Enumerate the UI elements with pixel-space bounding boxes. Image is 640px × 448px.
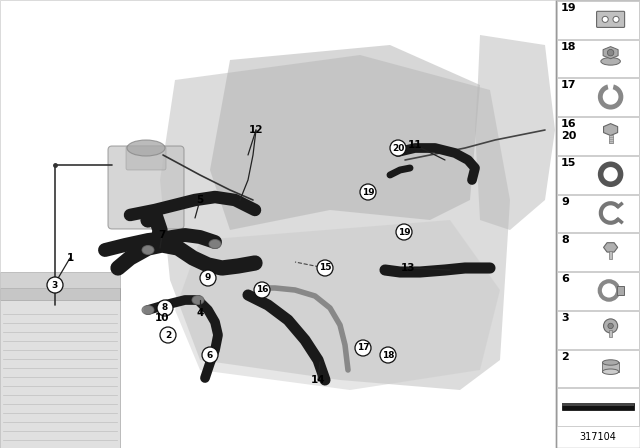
Ellipse shape (192, 296, 204, 305)
Text: 9: 9 (205, 273, 211, 283)
FancyBboxPatch shape (108, 146, 184, 229)
Text: 10: 10 (155, 313, 169, 323)
Text: 12: 12 (249, 125, 263, 135)
Text: 17: 17 (356, 344, 369, 353)
Bar (0, 0, 556, 448)
Circle shape (613, 16, 619, 22)
Text: 1: 1 (67, 253, 74, 263)
Circle shape (202, 347, 218, 363)
Text: 19: 19 (397, 228, 410, 237)
Circle shape (200, 270, 216, 286)
Circle shape (396, 224, 412, 240)
Text: 15: 15 (319, 263, 332, 272)
FancyBboxPatch shape (126, 146, 166, 170)
Circle shape (254, 282, 270, 298)
Bar (557, 194, 639, 233)
Text: 14: 14 (310, 375, 325, 385)
Text: 6: 6 (207, 350, 213, 359)
Polygon shape (210, 45, 480, 230)
Bar (557, 117, 639, 155)
Bar (557, 349, 639, 387)
Ellipse shape (127, 140, 165, 156)
FancyBboxPatch shape (596, 11, 625, 27)
Text: 317104: 317104 (580, 432, 616, 442)
Circle shape (360, 184, 376, 200)
Text: 7: 7 (158, 230, 166, 240)
Text: 19: 19 (362, 188, 374, 197)
Bar (562, 403, 634, 406)
Ellipse shape (601, 57, 620, 65)
Ellipse shape (602, 360, 619, 365)
Text: 13: 13 (401, 263, 415, 273)
Circle shape (607, 49, 614, 56)
Ellipse shape (602, 369, 619, 375)
Text: 8: 8 (561, 235, 569, 246)
Bar (557, 156, 639, 194)
Bar (557, 1, 639, 39)
Text: 4: 4 (196, 308, 204, 318)
Bar (557, 388, 639, 426)
Bar (557, 272, 639, 310)
Bar (609, 330, 612, 337)
Bar (557, 233, 639, 271)
Polygon shape (175, 220, 500, 390)
Text: 18: 18 (561, 42, 577, 52)
Text: 15: 15 (561, 158, 577, 168)
Bar (616, 286, 624, 295)
Bar (609, 135, 612, 143)
Bar (557, 40, 639, 78)
Bar (602, 362, 619, 372)
Text: 20: 20 (392, 143, 404, 152)
Circle shape (608, 323, 613, 329)
Text: 16
20: 16 20 (561, 119, 577, 141)
Circle shape (380, 347, 396, 363)
Polygon shape (604, 243, 618, 252)
Text: 2: 2 (165, 331, 171, 340)
Circle shape (602, 16, 608, 22)
Circle shape (317, 260, 333, 276)
Bar (609, 251, 612, 259)
Bar (0, 272, 120, 300)
Text: 16: 16 (256, 285, 268, 294)
Ellipse shape (209, 240, 221, 249)
Text: 3: 3 (561, 313, 568, 323)
Circle shape (157, 300, 173, 316)
Polygon shape (160, 55, 510, 390)
Circle shape (160, 327, 176, 343)
Ellipse shape (142, 306, 154, 314)
Bar (557, 78, 639, 116)
Polygon shape (603, 47, 618, 59)
Text: 8: 8 (162, 303, 168, 313)
Bar (0, 288, 120, 448)
Text: 19: 19 (561, 3, 577, 13)
Circle shape (355, 340, 371, 356)
Text: 2: 2 (561, 352, 569, 362)
Polygon shape (604, 124, 618, 136)
Text: 11: 11 (408, 140, 422, 150)
Bar (556, 0, 640, 448)
Bar (562, 403, 634, 410)
Text: 6: 6 (561, 274, 569, 284)
Text: 5: 5 (196, 195, 204, 205)
Text: 18: 18 (381, 350, 394, 359)
Text: 17: 17 (561, 81, 577, 90)
Text: 3: 3 (52, 280, 58, 289)
Bar (557, 311, 639, 349)
Circle shape (47, 277, 63, 293)
Ellipse shape (142, 246, 154, 254)
Circle shape (390, 140, 406, 156)
Text: 9: 9 (561, 197, 569, 207)
Polygon shape (475, 35, 555, 230)
Circle shape (604, 319, 618, 333)
